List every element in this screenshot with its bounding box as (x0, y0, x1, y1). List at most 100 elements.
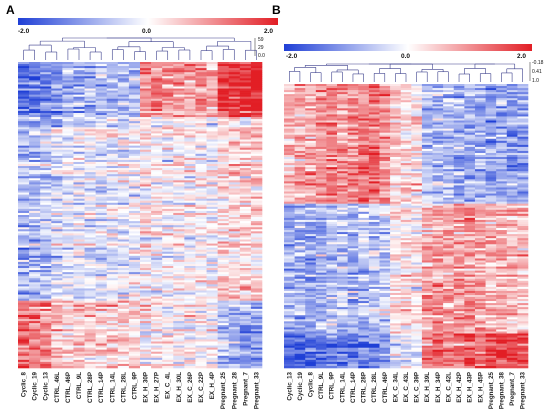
heatmap-cell-a (206, 102, 218, 106)
heatmap-cell-a (140, 68, 152, 71)
column-label-a: EX_C_26P (187, 372, 194, 403)
heatmap-cell-a (140, 319, 152, 322)
heatmap-cell-b (485, 138, 497, 142)
heatmap-cell-a (195, 100, 207, 104)
heatmap-cell-a (151, 363, 163, 367)
heatmap-cell-b (305, 183, 317, 186)
heatmap-cell-a (18, 280, 30, 283)
heatmap-cell-b (496, 187, 508, 190)
heatmap-cell-b (506, 128, 518, 131)
heatmap-cell-a (95, 176, 108, 179)
heatmap-cell-a (95, 282, 108, 285)
heatmap-cell-a (151, 268, 163, 271)
heatmap-cell-a (228, 335, 241, 338)
heatmap-cell-a (162, 359, 174, 363)
heatmap-cell-b (474, 134, 486, 138)
heatmap-cell-a (184, 347, 196, 350)
heatmap-cell-b (337, 102, 348, 105)
heatmap-cell-a (84, 100, 96, 104)
heatmap-cell-a (73, 261, 85, 265)
heatmap-cell-a (162, 102, 174, 106)
heatmap-cell-a (73, 325, 85, 328)
heatmap-cell-b (517, 110, 529, 113)
heatmap-cell-b (485, 136, 497, 140)
heatmap-cell-a (184, 239, 196, 242)
heatmap-cell-a (95, 180, 108, 183)
heatmap-cell-a (162, 292, 174, 295)
heatmap-cell-b (517, 90, 529, 93)
heatmap-cell-a (239, 145, 252, 148)
heatmap-cell-a (239, 310, 252, 314)
heatmap-cell-a (106, 110, 119, 114)
heatmap-cell-a (173, 255, 185, 259)
heatmap-cell-b (496, 120, 508, 123)
heatmap-cell-a (195, 145, 207, 148)
heatmap-cell-a (84, 351, 96, 355)
heatmap-cell-a (73, 337, 85, 340)
heatmap-cell-a (62, 290, 74, 293)
heatmap-cell-b (294, 140, 306, 144)
heatmap-cell-b (358, 179, 370, 182)
heatmap-cell-b (326, 173, 338, 176)
heatmap-cell-a (250, 129, 263, 132)
heatmap-cell-a (40, 123, 52, 126)
heatmap-cell-a (73, 272, 85, 275)
heatmap-cell-a (184, 341, 196, 344)
heatmap-cell-a (173, 159, 185, 163)
heatmap-cell-a (228, 74, 241, 77)
heatmap-cell-a (173, 247, 185, 250)
heatmap-cell-a (51, 215, 63, 218)
heatmap-cell-b (485, 148, 497, 152)
heatmap-cell-a (29, 221, 41, 224)
heatmap-cell-a (195, 292, 207, 295)
heatmap-cell-a (206, 151, 218, 155)
heatmap-cell-a (95, 184, 108, 187)
heatmap-cell-b (421, 205, 433, 209)
heatmap-cell-b (337, 211, 348, 215)
heatmap-cell-a (162, 280, 174, 283)
heatmap-cell-b (443, 86, 455, 89)
heatmap-cell-a (117, 172, 130, 175)
heatmap-cell-a (95, 149, 108, 153)
heatmap-cell-a (18, 210, 30, 214)
heatmap-cell-a (151, 72, 163, 75)
heatmap-cell-a (195, 212, 207, 216)
heatmap-cell-a (239, 104, 252, 108)
heatmap-cell-a (250, 210, 263, 214)
heatmap-cell-a (29, 127, 41, 130)
heatmap-cell-a (173, 110, 185, 114)
heatmap-cell-a (18, 290, 30, 293)
heatmap-cell-a (217, 102, 230, 106)
heatmap-cell-b (390, 106, 401, 109)
heatmap-cell-a (162, 266, 174, 269)
heatmap-cell-a (106, 210, 119, 214)
heatmap-cell-a (128, 345, 141, 348)
heatmap-cell-a (140, 157, 152, 161)
heatmap-cell-a (151, 76, 163, 79)
heatmap-cell-b (379, 199, 391, 202)
heatmap-cell-a (184, 210, 196, 214)
heatmap-cell-b (315, 104, 327, 107)
heatmap-cell-b (347, 165, 359, 168)
heatmap-cell-b (284, 167, 295, 170)
heatmap-cell-b (400, 148, 412, 152)
heatmap-cell-a (173, 345, 185, 348)
heatmap-cell-a (95, 335, 108, 338)
heatmap-cell-a (206, 304, 218, 308)
heatmap-cell-a (162, 182, 174, 185)
heatmap-cell-a (73, 170, 85, 173)
heatmap-cell-b (506, 209, 518, 213)
heatmap-cell-a (239, 164, 252, 167)
heatmap-cell-a (62, 170, 74, 173)
heatmap-cell-b (453, 114, 465, 117)
heatmap-cell-a (217, 337, 230, 340)
heatmap-cell-a (151, 125, 163, 128)
heatmap-cell-a (84, 121, 96, 124)
heatmap-cell-a (62, 68, 74, 71)
heatmap-cell-a (250, 284, 263, 287)
heatmap-cell-b (411, 118, 423, 121)
heatmap-cell-b (474, 116, 486, 119)
heatmap-cell-a (29, 125, 41, 128)
heatmap-cell-a (206, 123, 218, 126)
heatmap-cell-a (184, 80, 196, 83)
